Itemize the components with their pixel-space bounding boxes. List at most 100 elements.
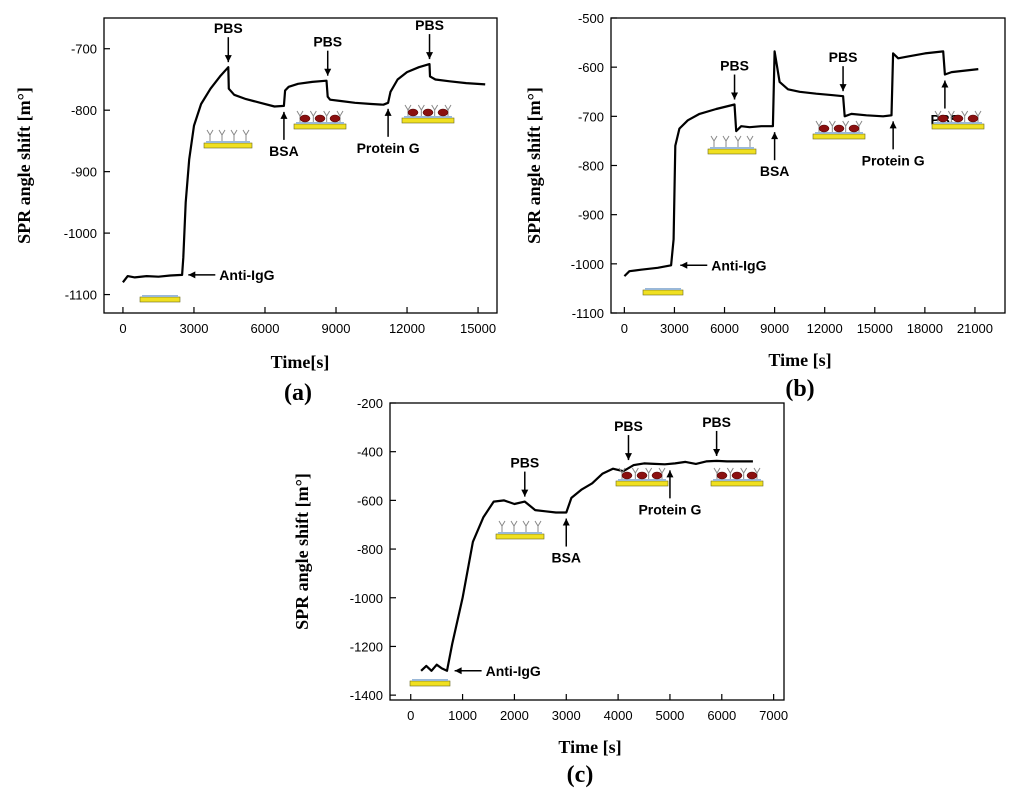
antibody-icon — [645, 467, 653, 479]
x-tick-label: 6000 — [710, 321, 739, 336]
arrowhead-icon — [454, 667, 462, 675]
protein-icon — [437, 108, 449, 117]
annotation-label: PBS — [614, 418, 643, 434]
plot-frame — [389, 402, 785, 701]
annotation: PBS — [829, 49, 858, 92]
x-tick-label: 6000 — [707, 708, 736, 723]
chip-film — [645, 288, 681, 290]
arrowhead-icon — [188, 271, 196, 279]
annotation-label: BSA — [760, 163, 790, 179]
annotation-label: PBS — [720, 58, 749, 74]
y-tick-label: -600 — [357, 493, 383, 508]
y-tick-label: -1000 — [350, 591, 383, 606]
annotation-label: PBS — [702, 414, 731, 430]
series-line — [420, 459, 753, 672]
annotation-label: PBS — [415, 17, 444, 33]
chip-film — [142, 295, 178, 297]
annotation-label: Protein G — [638, 501, 701, 517]
chip-substrate — [401, 117, 455, 124]
y-tick-label: -700 — [578, 109, 604, 124]
y-tick-label: -1000 — [64, 226, 97, 241]
annotation: PBS — [415, 17, 444, 60]
antibody-icon — [740, 467, 748, 479]
arrowhead-icon — [426, 52, 434, 60]
x-axis-title: Time [s] — [558, 737, 621, 757]
annotation-label: BSA — [551, 550, 581, 566]
annotation: PBS — [614, 418, 643, 461]
antibody-icon — [522, 520, 530, 532]
annotation: Anti-IgG — [454, 663, 541, 679]
x-tick-label: 0 — [407, 708, 414, 723]
x-tick-label: 21000 — [957, 321, 993, 336]
x-axis-title: Time[s] — [271, 352, 330, 372]
y-tick-label: -1000 — [571, 257, 604, 272]
y-tick-label: -900 — [71, 165, 97, 180]
x-tick-label: 1000 — [448, 708, 477, 723]
antibody-icon — [309, 110, 317, 122]
y-tick-label: -400 — [357, 445, 383, 460]
chip-film — [713, 479, 761, 481]
protein-icon — [422, 108, 434, 117]
chip-substrate — [710, 480, 764, 487]
x-tick-label: 0 — [621, 321, 628, 336]
y-tick-label: -1200 — [350, 639, 383, 654]
arrowhead-icon — [941, 80, 949, 88]
chip-film — [206, 141, 250, 143]
y-axis-title: SPR angle shift [m°] — [292, 473, 312, 630]
annotation-label: Protein G — [862, 152, 925, 168]
chip-film — [618, 479, 666, 481]
x-tick-label: 9000 — [760, 321, 789, 336]
chip-substrate — [409, 680, 451, 687]
chip-substrate — [931, 123, 985, 130]
arrowhead-icon — [562, 518, 570, 526]
y-tick-label: -900 — [578, 208, 604, 223]
annotation-label: PBS — [829, 49, 858, 65]
annotation: Protein G — [862, 121, 925, 168]
y-tick-label: -200 — [357, 396, 383, 411]
antibody-icon — [842, 120, 850, 132]
y-tick-label: -1100 — [65, 288, 97, 303]
chip-substrate — [615, 480, 669, 487]
y-tick-label: -800 — [578, 159, 604, 174]
x-tick-label: 2000 — [500, 708, 529, 723]
antibody-icon — [230, 129, 238, 141]
protein-icon — [621, 471, 633, 480]
antibody-icon — [947, 110, 955, 122]
antibody-icon — [242, 129, 250, 141]
x-tick-label: 12000 — [807, 321, 843, 336]
y-tick-label: -700 — [71, 42, 97, 57]
chip-film — [815, 132, 863, 134]
annotation: Anti-IgG — [680, 257, 767, 273]
antibody-icon — [323, 110, 331, 122]
arrowhead-icon — [224, 55, 232, 63]
y-axis-title: SPR angle shift [m°] — [524, 87, 544, 244]
annotation-label: Anti-IgG — [486, 663, 541, 679]
plot-frame — [103, 17, 498, 314]
annotation-label: Anti-IgG — [711, 257, 766, 273]
arrowhead-icon — [889, 121, 897, 129]
arrowhead-icon — [713, 448, 721, 456]
x-tick-label: 7000 — [759, 708, 788, 723]
arrowhead-icon — [771, 132, 779, 140]
series-line — [122, 62, 486, 283]
annotation-label: PBS — [313, 34, 342, 50]
antibody-icon — [431, 104, 439, 116]
protein-icon — [329, 114, 341, 123]
protein-icon — [314, 114, 326, 123]
chip-substrate — [293, 123, 347, 130]
y-tick-label: -800 — [71, 103, 97, 118]
x-axis-title: Time [s] — [768, 350, 831, 370]
annotation: BSA — [760, 132, 790, 179]
annotation-label: Protein G — [357, 140, 420, 156]
arrowhead-icon — [680, 261, 688, 269]
annotation: BSA — [551, 518, 581, 566]
x-tick-label: 0 — [119, 321, 126, 336]
y-axis-title: SPR angle shift [m°] — [14, 87, 34, 244]
arrowhead-icon — [666, 470, 674, 478]
protein-icon — [716, 471, 728, 480]
chip-substrate — [495, 533, 545, 540]
arrowhead-icon — [280, 111, 288, 119]
panel-label: (c) — [567, 762, 594, 788]
chip-substrate — [707, 148, 757, 155]
annotation: Protein G — [357, 108, 420, 156]
